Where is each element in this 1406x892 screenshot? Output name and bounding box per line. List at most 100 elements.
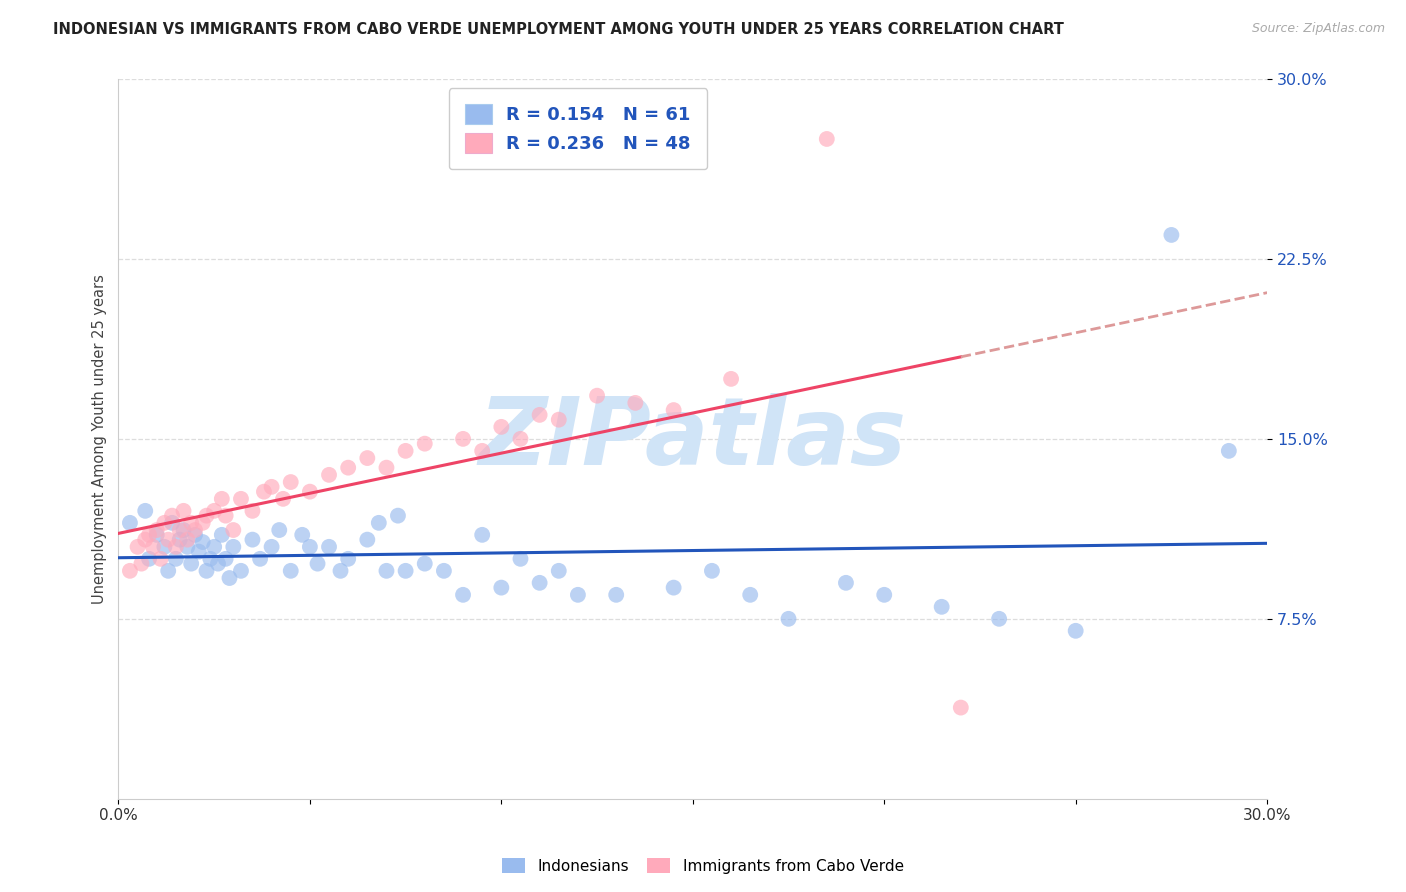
Point [222,523,245,537]
Point [134,504,156,518]
Point [149,551,172,566]
Point [118,516,141,530]
Point [260,480,283,494]
Point [413,436,436,450]
Point [318,467,340,482]
Point [180,557,202,571]
Point [547,564,569,578]
Point [835,575,858,590]
Point [605,588,627,602]
Point [207,557,229,571]
Point [242,504,264,518]
Point [253,484,276,499]
Legend: R = 0.154   N = 61, R = 0.236   N = 48: R = 0.154 N = 61, R = 0.236 N = 48 [449,88,707,169]
Point [249,551,271,566]
Point [184,528,207,542]
Point [1218,443,1240,458]
Point [229,564,252,578]
Point [356,451,378,466]
Text: ZIPatlas: ZIPatlas [478,392,907,485]
Point [214,508,236,523]
Point [394,564,416,578]
Point [138,551,160,566]
Point [662,403,685,417]
Point [778,612,800,626]
Point [169,533,191,547]
Point [529,575,551,590]
Point [815,132,838,146]
Point [318,540,340,554]
Point [195,508,218,523]
Point [567,588,589,602]
Point [211,491,233,506]
Point [491,581,513,595]
Point [145,523,167,537]
Point [157,533,180,547]
Point [200,551,222,566]
Point [176,540,198,554]
Text: Source: ZipAtlas.com: Source: ZipAtlas.com [1251,22,1385,36]
Point [509,551,531,566]
Point [280,564,302,578]
Point [202,504,225,518]
Point [356,533,378,547]
Point [134,533,156,547]
Point [740,588,762,602]
Point [949,700,972,714]
Point [298,540,321,554]
Point [720,372,742,386]
Point [191,535,214,549]
Point [153,516,176,530]
Point [413,557,436,571]
Y-axis label: Unemployment Among Youth under 25 years: Unemployment Among Youth under 25 years [93,274,107,604]
Point [271,491,294,506]
Point [586,389,609,403]
Point [222,540,245,554]
Point [260,540,283,554]
Point [195,564,218,578]
Legend: Indonesians, Immigrants from Cabo Verde: Indonesians, Immigrants from Cabo Verde [496,852,910,880]
Point [142,540,165,554]
Point [291,528,314,542]
Point [375,460,398,475]
Point [624,396,647,410]
Point [931,599,953,614]
Point [298,484,321,499]
Point [471,528,494,542]
Point [387,508,409,523]
Point [280,475,302,489]
Point [491,420,513,434]
Point [127,540,149,554]
Point [1160,227,1182,242]
Point [173,523,195,537]
Point [118,564,141,578]
Point [131,557,153,571]
Point [529,408,551,422]
Point [451,432,474,446]
Point [165,551,187,566]
Point [176,533,198,547]
Point [547,412,569,426]
Point [214,551,236,566]
Point [988,612,1011,626]
Point [307,557,329,571]
Point [165,540,187,554]
Point [433,564,456,578]
Point [180,516,202,530]
Point [187,544,209,558]
Point [191,516,214,530]
Point [218,571,240,585]
Point [157,564,180,578]
Point [138,528,160,542]
Point [160,508,183,523]
Point [662,581,685,595]
Point [173,504,195,518]
Point [269,523,291,537]
Point [375,564,398,578]
Point [471,443,494,458]
Point [202,540,225,554]
Point [873,588,896,602]
Point [337,460,360,475]
Point [700,564,723,578]
Point [329,564,352,578]
